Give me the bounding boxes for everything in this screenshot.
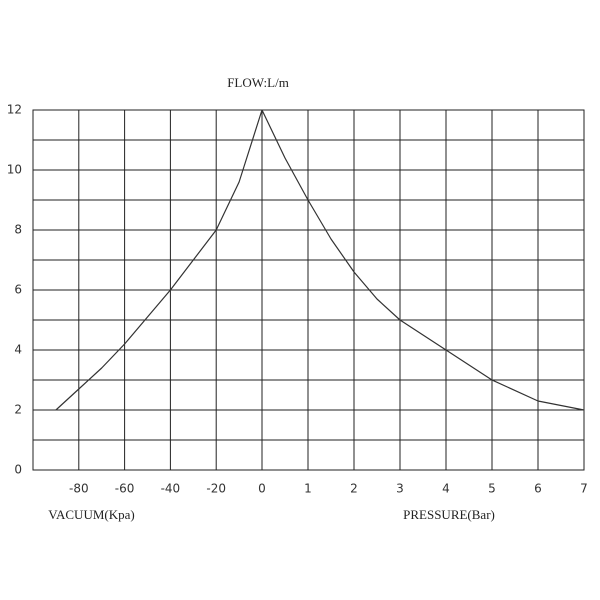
y-tick-label: 8	[14, 223, 22, 237]
flow-line	[55, 109, 263, 411]
y-tick-label: 12	[7, 103, 22, 117]
x-axis-label: VACUUM(Kpa)	[48, 507, 134, 522]
y-tick-label: 6	[14, 283, 22, 297]
y-tick-label: 10	[7, 163, 22, 177]
x-tick-label: -60	[115, 482, 135, 496]
x-tick-label: 4	[442, 482, 450, 496]
chart-title: FLOW:L/m	[227, 75, 289, 90]
x-tick-label: -80	[69, 482, 89, 496]
x-tick-label: 2	[350, 482, 358, 496]
x-tick-label: 7	[580, 482, 588, 496]
x-tick-label: 5	[488, 482, 496, 496]
y-tick-label: 2	[14, 403, 22, 417]
y-tick-label: 4	[14, 343, 22, 357]
x-tick-label: 3	[396, 482, 404, 496]
x-axis-label: PRESSURE(Bar)	[403, 507, 495, 522]
x-tick-label: 6	[534, 482, 542, 496]
x-tick-label: 0	[258, 482, 266, 496]
x-tick-label: -40	[161, 482, 181, 496]
flow-line	[261, 109, 585, 411]
x-tick-label: 1	[304, 482, 312, 496]
x-tick-label: -20	[206, 482, 226, 496]
y-tick-label: 0	[14, 463, 22, 477]
